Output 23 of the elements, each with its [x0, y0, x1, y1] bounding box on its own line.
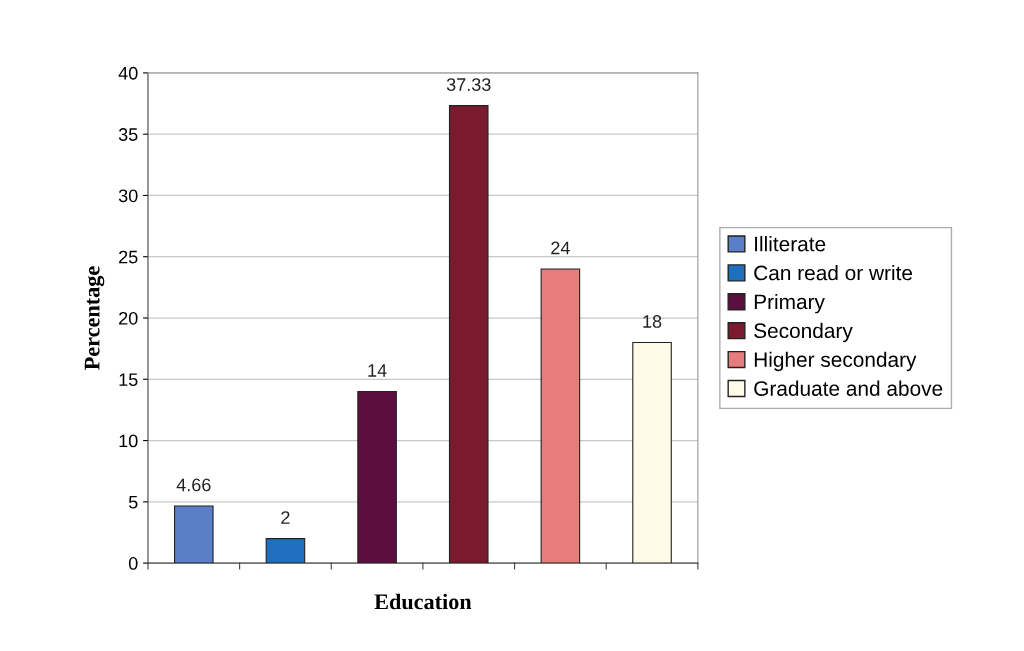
data-label: 18	[643, 315, 662, 328]
legend-label: Can read or write	[754, 265, 913, 281]
y-axis-title: Percentage	[84, 266, 105, 370]
y-tick-label: 15	[119, 373, 138, 387]
x-axis-title: Education	[374, 593, 472, 610]
y-tick-label: 0	[128, 557, 138, 570]
data-label: 14	[368, 364, 387, 377]
data-label: 37.33	[446, 78, 491, 91]
data-label: 4.66	[176, 478, 211, 492]
y-tick-label: 20	[119, 311, 138, 325]
y-tick-label: 5	[128, 495, 138, 509]
y-tick-label: 30	[118, 189, 138, 203]
y-tick-label: 25	[119, 250, 138, 264]
data-label: 2	[281, 511, 290, 524]
legend-label: Higher secondary	[754, 351, 917, 372]
legend-label: Illiterate	[755, 236, 826, 252]
y-tick-label: 10	[119, 434, 138, 448]
legend-label: Secondary	[754, 322, 853, 343]
legend-label: Graduate and above	[754, 380, 943, 396]
y-tick-label: 40	[118, 66, 138, 80]
data-label: 24	[551, 241, 570, 255]
legend-label: Primary	[754, 293, 825, 314]
y-tick-label: 35	[118, 128, 138, 141]
